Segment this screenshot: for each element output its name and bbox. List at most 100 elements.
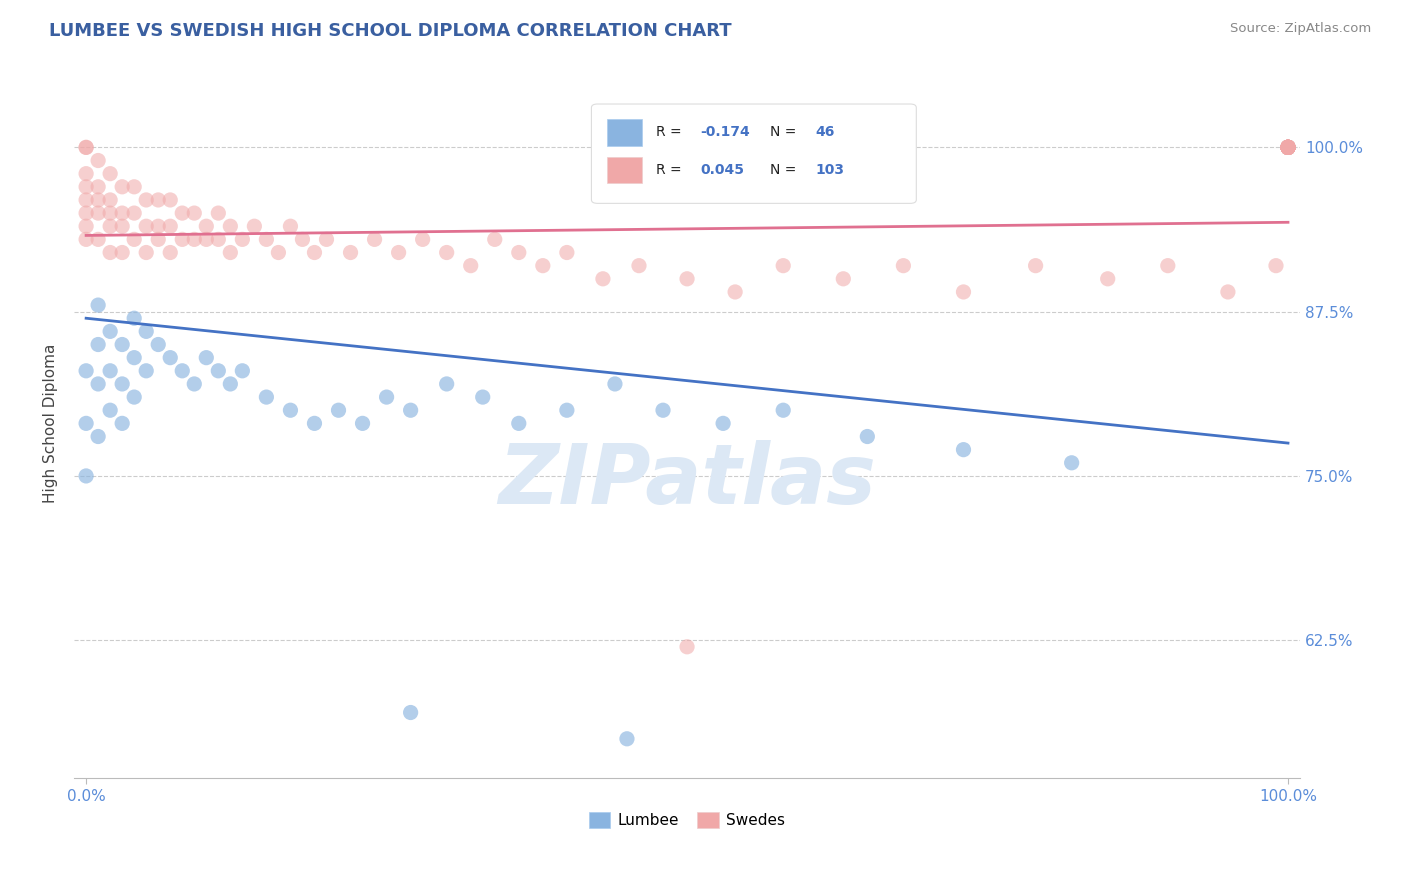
Point <box>352 417 374 431</box>
Point <box>1277 140 1299 154</box>
Point <box>159 193 181 207</box>
Point <box>1277 140 1299 154</box>
Point <box>711 417 734 431</box>
Text: LUMBEE VS SWEDISH HIGH SCHOOL DIPLOMA CORRELATION CHART: LUMBEE VS SWEDISH HIGH SCHOOL DIPLOMA CO… <box>49 22 733 40</box>
Point <box>832 272 855 286</box>
Point <box>1277 140 1299 154</box>
Point <box>304 245 326 260</box>
Point <box>183 232 205 246</box>
Point <box>98 193 121 207</box>
Point <box>484 232 506 246</box>
Point <box>87 429 110 443</box>
Point <box>363 232 385 246</box>
Point <box>952 285 974 299</box>
Point <box>1277 140 1299 154</box>
Text: ZIPatlas: ZIPatlas <box>498 440 876 521</box>
Point <box>1157 259 1180 273</box>
Point <box>267 245 290 260</box>
Point <box>952 442 974 457</box>
Point <box>75 206 97 220</box>
Point <box>159 219 181 234</box>
Point <box>98 219 121 234</box>
Point <box>304 417 326 431</box>
Point <box>280 219 302 234</box>
Point <box>111 417 134 431</box>
Point <box>460 259 482 273</box>
Point <box>219 219 242 234</box>
Point <box>75 232 97 246</box>
Point <box>122 351 145 365</box>
Point <box>652 403 675 417</box>
Point <box>1277 140 1299 154</box>
Point <box>75 469 97 483</box>
Point <box>291 232 314 246</box>
Point <box>148 232 170 246</box>
Point <box>75 219 97 234</box>
Point <box>195 351 218 365</box>
Point <box>1277 140 1299 154</box>
Point <box>1277 140 1299 154</box>
Point <box>555 245 578 260</box>
Point <box>148 337 170 351</box>
Point <box>75 417 97 431</box>
Point <box>254 232 277 246</box>
Point <box>375 390 398 404</box>
Point <box>616 731 638 746</box>
Point <box>75 364 97 378</box>
Point <box>75 140 97 154</box>
Point <box>183 206 205 220</box>
Point <box>772 259 794 273</box>
Point <box>219 376 242 391</box>
Point <box>122 206 145 220</box>
Point <box>399 403 422 417</box>
Point <box>1277 140 1299 154</box>
Point <box>87 376 110 391</box>
Point <box>856 429 879 443</box>
Point <box>1277 140 1299 154</box>
Point <box>280 403 302 417</box>
Point <box>111 179 134 194</box>
Point <box>98 403 121 417</box>
Point <box>1025 259 1047 273</box>
Text: N =: N = <box>770 126 801 139</box>
Point <box>172 206 194 220</box>
Text: R =: R = <box>657 163 686 177</box>
Point <box>508 417 530 431</box>
Point <box>135 324 157 338</box>
Point <box>207 206 229 220</box>
Point <box>1277 140 1299 154</box>
Legend: Lumbee, Swedes: Lumbee, Swedes <box>582 806 792 834</box>
Point <box>98 206 121 220</box>
Point <box>592 272 614 286</box>
Text: 103: 103 <box>815 163 845 177</box>
Point <box>772 403 794 417</box>
Point <box>1277 140 1299 154</box>
Point <box>1277 140 1299 154</box>
Point <box>1277 140 1299 154</box>
Point <box>1277 140 1299 154</box>
Point <box>87 153 110 168</box>
Point <box>893 259 915 273</box>
Point <box>1277 140 1299 154</box>
Point <box>135 364 157 378</box>
Point <box>315 232 337 246</box>
Point <box>1277 140 1299 154</box>
Point <box>159 245 181 260</box>
Point <box>508 245 530 260</box>
Point <box>122 179 145 194</box>
Text: Source: ZipAtlas.com: Source: ZipAtlas.com <box>1230 22 1371 36</box>
Point <box>87 337 110 351</box>
Point <box>87 179 110 194</box>
Point <box>135 219 157 234</box>
Point <box>148 219 170 234</box>
FancyBboxPatch shape <box>592 104 917 203</box>
Point <box>531 259 554 273</box>
Point <box>231 364 253 378</box>
Point <box>98 324 121 338</box>
Point <box>87 232 110 246</box>
Text: -0.174: -0.174 <box>700 126 751 139</box>
Point <box>122 390 145 404</box>
Point <box>87 206 110 220</box>
Point <box>75 167 97 181</box>
Point <box>111 376 134 391</box>
